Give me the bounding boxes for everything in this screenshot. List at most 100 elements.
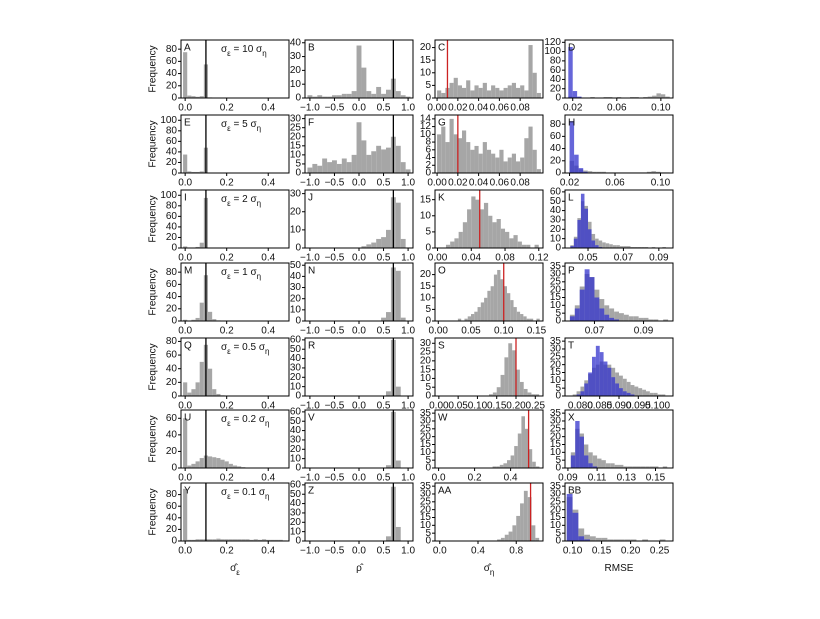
bar [579,168,584,173]
y-tick-label: 80 [166,489,178,500]
text-segment: = 0.2 σ [231,414,266,425]
x-tick-label: 0.2 [220,253,234,264]
x-tick-label: 0.4 [261,103,275,114]
bar [381,149,386,173]
bar [629,316,634,321]
bar [567,494,573,541]
y-tick-label: 20 [290,65,302,76]
bar [381,237,386,248]
bar [381,94,386,98]
y-tick-label: 40 [166,147,178,158]
bar [512,83,516,98]
y-tick-label: 14 [420,114,432,125]
y-tick-label: 80 [550,119,562,130]
x-tick-label: 0.0 [352,253,366,264]
x-tick-label: 0.00 [427,103,447,114]
x-tick-label: −1.0 [300,546,320,557]
bar [454,238,458,248]
x-tick-label: 0.0 [352,103,366,114]
y-tick-label: 40 [166,222,178,233]
bar [386,230,391,248]
bar [575,421,579,468]
x-tick-label: 0.02 [563,103,583,114]
bar [590,277,595,321]
bar [537,93,541,98]
bar [580,391,584,396]
bar [600,352,604,396]
bar [208,312,212,321]
bar [229,464,233,468]
panel-label: A [184,43,191,54]
bar [352,91,357,98]
y-tick-label: 30 [290,188,302,199]
bar [466,80,470,98]
bar [478,307,481,321]
x-tick-label: 0.04 [469,103,489,114]
y-tick-label: 20 [166,303,178,314]
bar [386,536,391,541]
x-tick-label: −1.0 [300,473,320,484]
panel-label: E [184,118,191,129]
panel-label: C [438,43,445,54]
bar [573,91,577,98]
x-tick-label: 0.5 [377,546,391,557]
bar [332,160,337,173]
bar [596,346,600,396]
bar [337,164,342,173]
x-tick-label: 0.10 [494,326,514,337]
bar [571,455,575,468]
annotation: σε = 2 ση [221,194,261,208]
panel-label: B [308,43,315,54]
y-tick-label: 40 [166,429,178,440]
bar [588,372,592,396]
y-tick-label: 20 [166,232,178,243]
bar [495,88,499,98]
bar [511,455,515,468]
text-segment: η [257,272,261,281]
bar [376,146,381,173]
bar [437,134,441,173]
text-segment: η [257,124,261,133]
bar [512,525,516,541]
x-tick-label: 0.0 [432,473,446,484]
x-tick-label: 0.2 [220,326,234,337]
text-segment: η [257,199,261,208]
y-tick-label: 60 [290,480,302,491]
bar [634,316,639,321]
annotation: σε = 0.5 ση [221,342,269,356]
y-tick-label: 15 [420,55,432,66]
panel-label: AA [438,486,452,497]
bar [499,90,503,98]
bar [458,85,462,98]
bar [450,242,454,248]
x-tick-label: 0.06 [490,103,510,114]
x-tick-label: 1.0 [401,326,415,337]
bar [470,90,474,98]
y-tick-label: 60 [166,501,178,512]
bar [327,162,332,173]
bar [220,460,224,468]
x-tick-label: 1.0 [401,253,415,264]
x-tick-label: 0.4 [471,546,485,557]
bar [588,463,592,468]
y-tick-label: 40 [290,271,302,282]
bar [646,391,650,396]
panel-label: Y [184,486,191,497]
y-tick-label: 0 [171,536,177,547]
bar [483,142,487,173]
bar [520,85,524,98]
bar [484,203,488,248]
bar [585,269,590,321]
y-tick-label: 20 [166,524,178,535]
bar [604,362,608,396]
y-tick-label: 0 [171,316,177,327]
y-tick-label: 20 [290,517,302,528]
bar [521,416,525,468]
y-tick-label: 20 [550,155,562,166]
y-tick-label: 40 [290,37,302,48]
bar [200,303,204,321]
bar [471,196,475,248]
bar [623,391,627,396]
bar [491,286,494,321]
y-tick-label: 60 [166,279,178,290]
